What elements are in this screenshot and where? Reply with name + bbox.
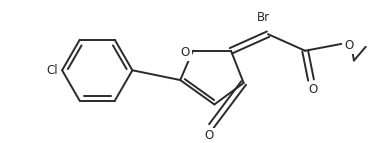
Text: Cl: Cl: [46, 64, 58, 77]
Text: Br: Br: [257, 11, 270, 24]
Text: O: O: [308, 83, 318, 96]
Text: O: O: [344, 39, 353, 52]
Text: O: O: [205, 129, 214, 142]
Text: O: O: [181, 46, 190, 59]
